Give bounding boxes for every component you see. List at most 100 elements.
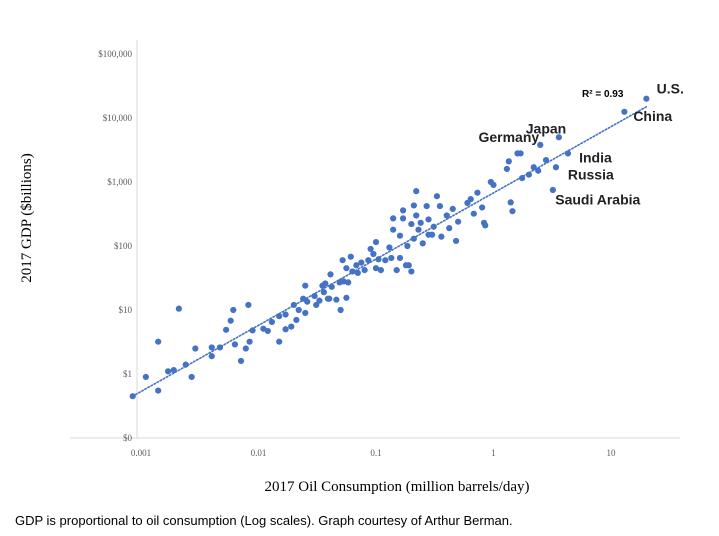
data-point [223, 326, 230, 333]
scatter-chart: 0.001 0.01 0.1 1 10 $0 $1 $10 $100 $1,000 $10,000… [19, 40, 684, 495]
data-point [295, 306, 302, 314]
data-point [192, 345, 199, 352]
data-point [542, 156, 550, 164]
data-point [264, 327, 271, 335]
data-point [405, 262, 412, 269]
x-axis-title: 2017 Oil Consumption (million barrels/da… [265, 479, 530, 495]
data-point [375, 256, 382, 263]
data-point [326, 295, 333, 302]
data-point [490, 181, 497, 189]
y-tick-label: $10 [119, 305, 133, 315]
data-point [302, 309, 309, 317]
data-point [365, 257, 372, 264]
country-label: Japan [526, 120, 566, 136]
data-point [245, 301, 252, 309]
data-point [353, 262, 360, 269]
data-point [304, 298, 311, 305]
data-point [377, 267, 384, 274]
data-point [530, 164, 537, 171]
data-point [479, 204, 486, 211]
data-point [537, 141, 544, 148]
data-point [208, 353, 215, 360]
data-point [337, 306, 344, 314]
data-point [408, 220, 415, 228]
data-point [470, 210, 477, 217]
data-point [413, 188, 420, 195]
data-point [413, 212, 420, 219]
data-point [446, 225, 453, 232]
y-tick-label: $100 [114, 241, 133, 251]
data-point [404, 242, 411, 250]
country-label: China [633, 108, 672, 124]
data-point [443, 212, 450, 219]
data-point [408, 268, 415, 275]
figure-caption: GDP is proportional to oil consumption (… [15, 513, 513, 528]
data-point [419, 240, 426, 247]
data-point [237, 357, 245, 365]
data-point [388, 254, 395, 262]
data-point [276, 313, 283, 320]
data-point [372, 265, 380, 272]
data-point [449, 205, 456, 212]
data-point [393, 267, 400, 274]
data-point [142, 373, 149, 381]
data-point [276, 338, 283, 345]
data-point [507, 199, 514, 206]
y-tick-label: $1 [123, 369, 132, 379]
data-point [246, 338, 253, 345]
data-point [430, 223, 437, 230]
data-point [288, 323, 295, 330]
data-point [343, 265, 350, 272]
data-point [410, 235, 417, 242]
y-tick-label: $0 [123, 433, 133, 443]
data-point [386, 244, 393, 251]
data-point [370, 250, 377, 258]
data-point [242, 345, 249, 352]
data-point [358, 259, 365, 266]
data-point [290, 301, 297, 309]
data-point [564, 150, 572, 157]
data-point [517, 150, 524, 157]
country-label: Saudi Arabia [555, 191, 640, 207]
data-point [175, 305, 182, 312]
data-point [643, 95, 650, 102]
data-point [227, 317, 234, 324]
data-point [302, 282, 309, 289]
country-label: India [579, 149, 612, 165]
data-point [549, 186, 556, 194]
data-point [333, 296, 340, 303]
data-point [436, 203, 444, 210]
data-point [452, 237, 460, 245]
data-point [282, 326, 289, 333]
y-axis-title: 2017 GDP ($billions) [19, 153, 35, 282]
data-point [208, 344, 215, 351]
x-tick-labels: 0.001 0.01 0.1 1 10 [131, 448, 616, 458]
data-point [345, 279, 352, 286]
data-point [231, 341, 239, 348]
r-squared-label: R² = 0.93 [582, 89, 624, 100]
x-tick-label: 0.1 [370, 448, 381, 458]
trendline [131, 105, 648, 397]
country-label: Germany [478, 129, 539, 145]
country-label: U.S. [657, 81, 684, 97]
data-point [390, 215, 397, 222]
x-tick-label: 10 [607, 448, 617, 458]
data-point [293, 316, 300, 324]
data-point [535, 167, 542, 174]
data-point [164, 368, 172, 375]
data-point [249, 327, 256, 334]
data-point [129, 393, 136, 400]
data-point [518, 175, 526, 182]
data-point [467, 196, 474, 203]
data-point [367, 245, 374, 253]
data-point [372, 239, 380, 246]
data-point [155, 387, 162, 394]
data-point [410, 202, 417, 209]
x-tick-label: 0.01 [251, 448, 267, 458]
data-point [555, 134, 562, 141]
data-point [482, 222, 489, 229]
data-point [428, 231, 436, 238]
data-point [425, 216, 432, 223]
y-tick-label: $1,000 [107, 177, 132, 187]
